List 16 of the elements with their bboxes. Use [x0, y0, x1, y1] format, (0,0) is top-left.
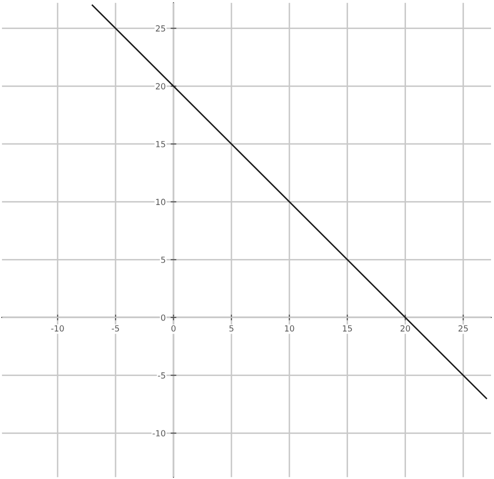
x-tick-label: 15: [342, 325, 352, 332]
y-tick-label: 5: [161, 256, 166, 263]
y-tick-label: 25: [156, 25, 166, 32]
y-tick-label: 0: [161, 314, 166, 321]
x-tick-label: 25: [458, 325, 468, 332]
x-tick-label: 10: [285, 325, 294, 332]
x-tick-label: 5: [229, 325, 234, 332]
y-tick-label: -5: [158, 372, 166, 379]
x-tick-label: 20: [400, 325, 410, 332]
y-tick-label: 15: [156, 141, 166, 148]
x-tick-label: -10: [51, 325, 64, 332]
x-tick-label: -5: [112, 325, 119, 332]
x-tick-label: 0: [171, 325, 176, 332]
y-tick-label: 20: [156, 83, 166, 90]
y-tick-label: 10: [156, 198, 166, 206]
y-tick-label: -10: [152, 430, 166, 436]
